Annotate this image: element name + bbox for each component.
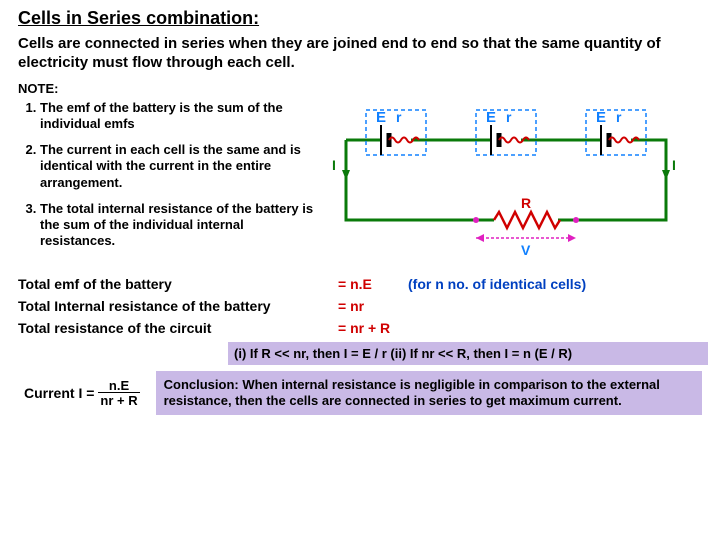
totals-row: Total emf of the battery = n.E (for n no… [18, 276, 702, 292]
fraction-denominator: nr + R [98, 392, 139, 407]
label-emf: E [486, 109, 496, 126]
label-intres: r [396, 109, 402, 125]
note-item: The current in each cell is the same and… [40, 142, 318, 191]
label-intres: r [506, 109, 512, 125]
label-emf: E [376, 109, 386, 126]
label-emf: E [596, 109, 606, 126]
note-item: The emf of the battery is the sum of the… [40, 100, 318, 133]
current-formula: Current I = n.E nr + R [18, 371, 146, 416]
totals-value: = nr + R [338, 320, 408, 336]
label-extres: R [521, 195, 531, 211]
fraction-numerator: n.E [107, 379, 131, 392]
note-item: The total internal resistance of the bat… [40, 201, 318, 250]
totals-label: Total resistance of the circuit [18, 320, 338, 336]
note-label: NOTE: [18, 81, 702, 96]
label-voltage: V [521, 242, 531, 258]
totals-value: = nr [338, 298, 408, 314]
totals-block: Total emf of the battery = n.E (for n no… [18, 276, 702, 336]
subtitle: Cells are connected in series when they … [18, 35, 702, 73]
conclusion-box: Conclusion: When internal resistance is … [156, 371, 702, 416]
circuit-diagram: E r E r E r R [326, 100, 686, 270]
note-list: The emf of the battery is the sum of the… [18, 100, 318, 250]
label-intres: r [616, 109, 622, 125]
page-title: Cells in Series combination: [18, 8, 702, 29]
totals-label: Total emf of the battery [18, 276, 338, 292]
totals-row: Total resistance of the circuit = nr + R [18, 320, 702, 336]
totals-extra: (for n no. of identical cells) [408, 276, 586, 292]
label-current: I [672, 157, 676, 173]
totals-row: Total Internal resistance of the battery… [18, 298, 702, 314]
totals-value: = n.E [338, 276, 408, 292]
totals-label: Total Internal resistance of the battery [18, 298, 338, 314]
current-label: Current I = [24, 385, 94, 401]
label-current: I [332, 157, 336, 173]
condition-box: (i) If R << nr, then I = E / r (ii) If n… [228, 342, 708, 365]
